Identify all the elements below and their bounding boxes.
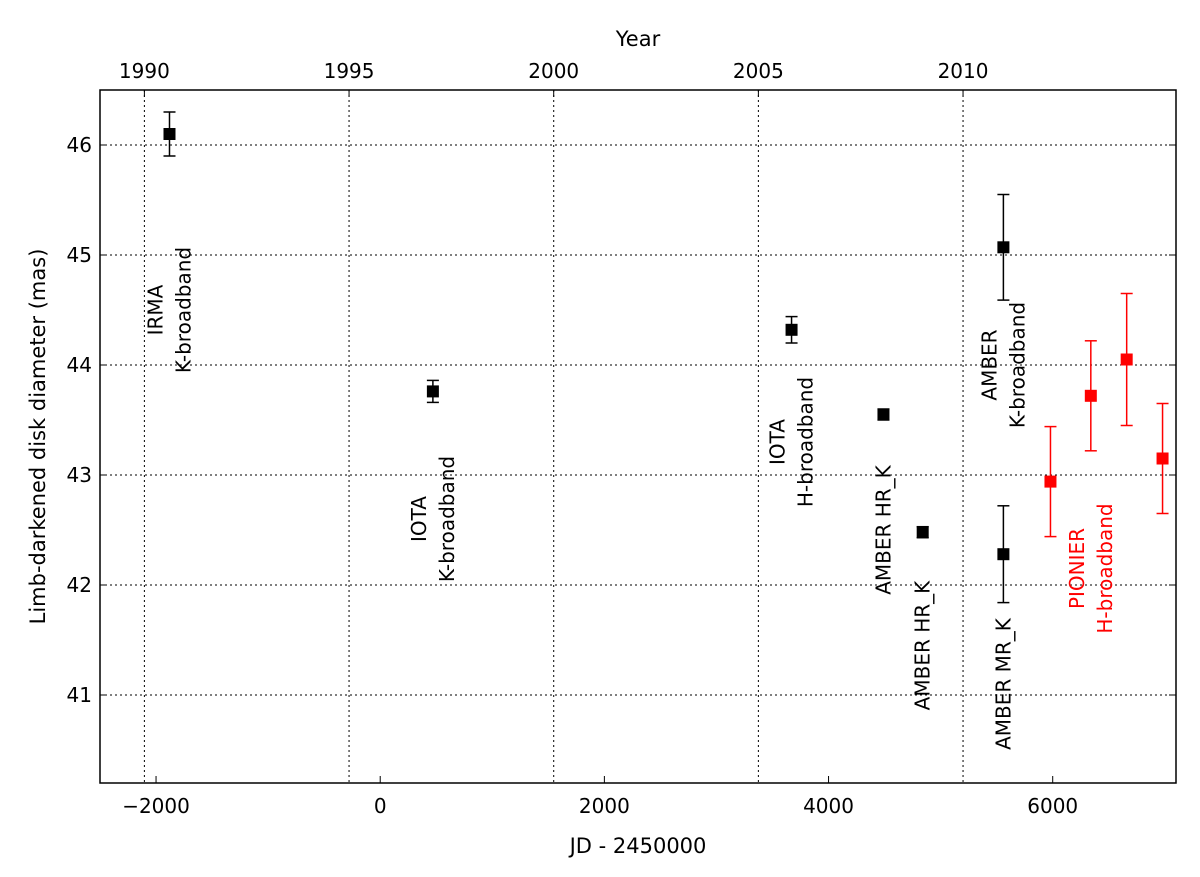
y-tick-label: 44	[67, 353, 92, 377]
data-point	[163, 111, 176, 157]
annotation-label: IRMA K-broadband	[143, 247, 195, 373]
point-marker	[1044, 475, 1057, 488]
top-axis-grid-lines	[143, 90, 964, 783]
x-tick-label: −2000	[122, 794, 190, 818]
data-point	[1044, 425, 1057, 538]
annotation-line: H-broadband	[1093, 503, 1117, 633]
grid-lines	[100, 144, 1176, 696]
point-marker	[916, 526, 929, 539]
data-point	[1156, 402, 1169, 515]
x-axis-label: JD - 2450000	[568, 834, 707, 858]
point-marker	[426, 385, 439, 398]
x-tick-label: 6000	[1027, 794, 1078, 818]
data-point	[997, 505, 1010, 604]
data-point	[916, 525, 929, 539]
point-marker	[163, 128, 176, 140]
data-point	[785, 315, 798, 344]
data-point	[877, 408, 890, 421]
annotation-label: IOTA H-broadband	[766, 377, 818, 507]
data-markers	[163, 111, 1169, 604]
y-tick-label: 45	[67, 243, 92, 267]
top-tick-label: 1995	[324, 59, 375, 83]
annotation-line: IOTA	[766, 419, 790, 465]
top-axis-label: Year	[615, 27, 661, 51]
annotation-label: AMBER K-broadband	[977, 302, 1029, 428]
plot-frame	[99, 89, 1177, 784]
top-tick-label: 2005	[733, 59, 784, 83]
annotation-line: AMBER HR_K	[911, 580, 935, 710]
axis-ticks: 41 42 43 44 45 46 −2000 0 2000 4000 6000 1990 1995 20…	[67, 59, 1176, 818]
annotation-line: AMBER MR_K	[991, 617, 1015, 750]
annotation-label: AMBER HR_K	[911, 580, 935, 710]
data-point	[1084, 340, 1097, 452]
x-tick-label: 2000	[579, 794, 630, 818]
annotation-line: IOTA	[407, 496, 431, 542]
point-marker	[997, 241, 1010, 254]
top-tick-label: 1990	[119, 59, 170, 83]
y-axis-label: Limb-darkened disk diameter (mas)	[26, 249, 50, 625]
point-marker	[997, 548, 1010, 561]
annotation-line: IRMA	[143, 284, 167, 335]
annotation-label: AMBER MR_K	[991, 617, 1015, 750]
annotation-label: PIONIER H-broadband	[1065, 503, 1117, 633]
y-tick-label: 42	[67, 573, 92, 597]
annotation-line: K-broadband	[1005, 302, 1029, 428]
annotation-line: AMBER	[977, 329, 1001, 400]
x-tick-label: 0	[374, 794, 387, 818]
point-marker	[1084, 389, 1097, 402]
annotation-line: AMBER HR_K	[871, 464, 895, 594]
y-tick-label: 41	[67, 683, 92, 707]
point-marker	[785, 323, 798, 336]
top-tick-label: 2010	[938, 59, 989, 83]
annotation-label: AMBER HR_K	[871, 464, 895, 594]
point-marker	[1156, 452, 1169, 465]
point-marker	[877, 408, 890, 421]
x-tick-label: 4000	[803, 794, 854, 818]
point-marker	[1120, 353, 1133, 366]
top-tick-label: 2000	[528, 59, 579, 83]
annotation-line: K-broadband	[435, 456, 459, 582]
data-point	[997, 193, 1010, 301]
y-tick-label: 46	[67, 133, 92, 157]
annotation-label: IOTA K-broadband	[407, 456, 459, 582]
annotation-line: PIONIER	[1065, 528, 1089, 609]
data-point	[426, 379, 439, 404]
data-point	[1120, 292, 1133, 427]
annotation-line: K-broadband	[171, 247, 195, 373]
annotation-line: H-broadband	[794, 377, 818, 507]
y-tick-label: 43	[67, 463, 92, 487]
